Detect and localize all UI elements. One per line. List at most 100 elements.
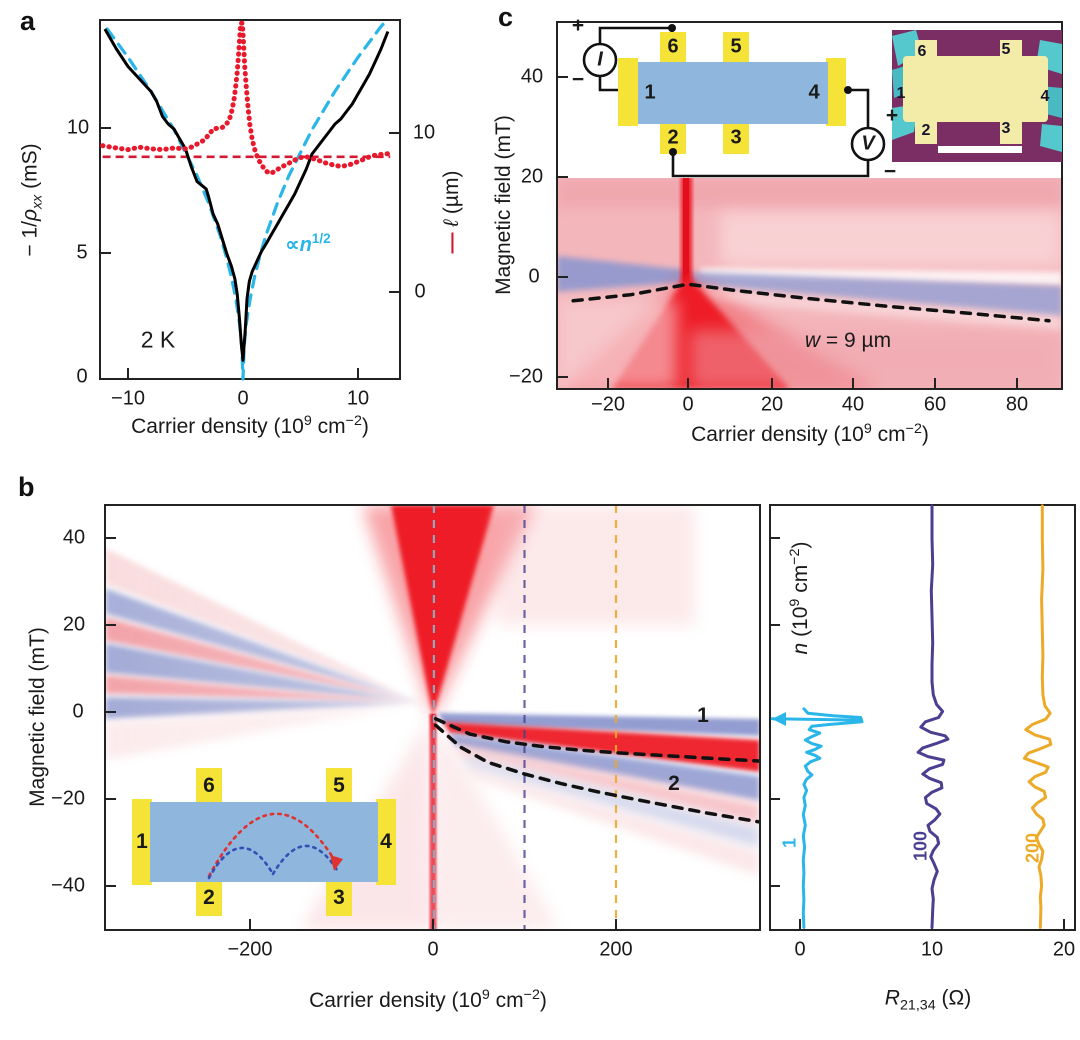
trace-n1-offscale-line (770, 717, 863, 722)
panel-c-ticks (557, 76, 1018, 389)
volt-plus-sign: + (885, 104, 899, 127)
contact-pad-3 (723, 122, 749, 154)
panel-b-ticks (105, 537, 617, 930)
panel-b-traces-plot (769, 504, 1076, 931)
b-yaxis-label: Magnetic field (mT) (26, 627, 49, 807)
current-minus-sign: − (571, 68, 585, 91)
c-xtick-60: 60 (923, 393, 947, 416)
micro-label-1: 1 (896, 85, 906, 102)
c-ytick-20: 20 (520, 165, 544, 188)
a-xtick-0: 0 (237, 387, 249, 410)
inset-label-3: 3 (333, 886, 345, 909)
panel-label-b: b (18, 472, 35, 502)
width-annotation: w = 9 µm (804, 329, 892, 352)
contact-label-1: 1 (644, 81, 656, 104)
current-plus-sign: + (571, 14, 585, 37)
contact-pad-6 (660, 32, 686, 64)
b-xtick-m200: −200 (227, 938, 273, 961)
hole-focusing-stripes (106, 548, 422, 760)
b-ytick-40: 40 (62, 526, 86, 549)
inset-label-1: 1 (136, 830, 148, 853)
current-source-label: I (597, 48, 603, 71)
c-xtick-40: 40 (841, 393, 865, 416)
contact-label-3: 3 (730, 126, 742, 149)
sqrt-fit-annotation: ∝n1/2 (285, 231, 331, 256)
trace-label-n200: 200 (1022, 832, 1043, 864)
contact-pad-4 (826, 58, 846, 126)
double-bounce-trajectory-2 (271, 844, 339, 876)
c-yaxis-label: Magnetic field (mT) (492, 115, 515, 295)
a-ytick-5: 5 (76, 241, 88, 264)
focusing-guide-1 (433, 717, 761, 763)
traces-frame (769, 504, 1076, 931)
inset-pad-3 (326, 880, 352, 916)
contact-pad-1 (618, 58, 638, 126)
a-yaxis-label: − 1/ρxx (mS) (18, 143, 46, 257)
c-ytick-0: 0 (528, 265, 540, 288)
inset-pad-5 (326, 768, 352, 804)
device-inset-trajectories (132, 768, 396, 916)
micro-label-3: 3 (1001, 120, 1011, 137)
panel-b-plot (104, 504, 761, 931)
contact-label-2: 2 (667, 126, 679, 149)
panel-label-a: a (20, 6, 36, 36)
micro-label-4: 4 (1040, 88, 1050, 105)
c-xtick-20: 20 (760, 393, 784, 416)
inset-label-6: 6 (203, 774, 215, 797)
volt-minus-sign: − (883, 160, 897, 183)
c-xtick-80: 80 (1005, 393, 1029, 416)
a-xtick-10: 10 (346, 387, 370, 410)
micro-label-6: 6 (917, 43, 927, 60)
c-xaxis-label: Carrier density (109 cm−2) (691, 421, 929, 446)
b-ytick-0: 0 (72, 700, 84, 723)
c-xtick-m20: −20 (591, 393, 625, 416)
inset-label-2: 2 (203, 886, 215, 909)
panel-a-frame (99, 19, 401, 380)
inset-channel (150, 802, 378, 882)
inset-pad-2 (196, 880, 222, 916)
a-ytick-0: 0 (76, 365, 88, 388)
r-xaxis-label: R21,34 (Ω) (884, 986, 972, 1014)
contact-label-5: 5 (730, 35, 742, 58)
mean-free-path-curve (100, 20, 392, 176)
a-right-axis-label: — ℓ (µm) (440, 170, 463, 254)
inset-label-5: 5 (333, 774, 345, 797)
focusing-guide-2 (433, 723, 761, 824)
b-xtick-0: 0 (427, 938, 439, 961)
focusing-guide-c (571, 282, 1051, 323)
contact-label-6: 6 (667, 35, 679, 58)
device-micrograph (892, 30, 1062, 162)
panel-c-heatmap (558, 178, 1061, 388)
offscale-arrowhead-icon (772, 712, 786, 726)
a-rtick-10: 10 (412, 121, 436, 144)
a-xtick-m10: −10 (111, 387, 145, 410)
temperature-annotation: 2 K (140, 326, 176, 353)
conductivity-curve (103, 28, 390, 362)
b-ytick-20: 20 (62, 613, 86, 636)
contact-label-4: 4 (808, 81, 820, 104)
micrograph-channel (903, 56, 1048, 122)
current-source-icon (582, 42, 618, 78)
sqrt-fit-curve (105, 18, 389, 381)
n-axis-label: n (109 cm−2) (787, 541, 812, 655)
r-xtick-10: 10 (920, 938, 944, 961)
trace-label-n1: 1 (779, 837, 800, 849)
guide-label-1: 1 (697, 704, 709, 727)
b-xtick-200: 200 (599, 938, 633, 961)
trace-label-n100: 100 (910, 830, 931, 862)
panel-c-frame (556, 21, 1063, 390)
micro-label-5: 5 (1001, 41, 1011, 58)
panel-b-heatmap (106, 506, 759, 929)
a-ytick-10: 10 (66, 116, 90, 139)
a-rtick-0: 0 (414, 280, 426, 303)
panel-a-plot (99, 18, 401, 381)
r-xtick-0: 0 (794, 938, 806, 961)
panel-c-plot (556, 21, 1063, 390)
circuit-schematic (582, 24, 886, 178)
voltmeter-label: V (861, 132, 875, 155)
panel-label-c: c (498, 2, 514, 32)
scale-bar (938, 146, 1022, 153)
b-ytick-m20: −20 (51, 787, 85, 810)
